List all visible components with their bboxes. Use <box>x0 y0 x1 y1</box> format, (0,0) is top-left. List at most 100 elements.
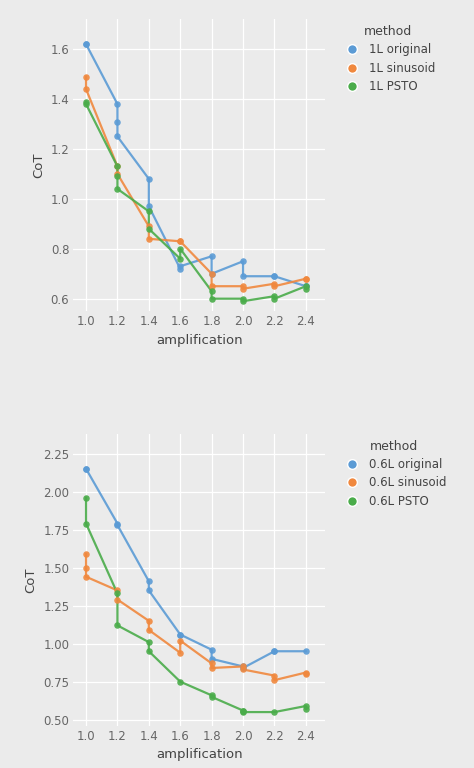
Point <box>145 173 153 185</box>
Point <box>114 98 121 110</box>
Point <box>145 223 153 235</box>
Point <box>239 664 247 676</box>
Point <box>239 660 247 673</box>
Point <box>114 518 121 530</box>
Point <box>208 662 215 674</box>
Legend: 1L original, 1L sinusoid, 1L PSTO: 1L original, 1L sinusoid, 1L PSTO <box>341 25 435 93</box>
Point <box>145 575 153 588</box>
Point <box>145 584 153 597</box>
Point <box>114 131 121 143</box>
Point <box>302 273 310 285</box>
Point <box>271 270 278 283</box>
Point <box>239 662 247 674</box>
Point <box>208 690 215 703</box>
Point <box>302 700 310 712</box>
Point <box>82 462 90 475</box>
Point <box>239 704 247 717</box>
Point <box>302 703 310 715</box>
Point <box>145 205 153 217</box>
Point <box>176 634 184 647</box>
Point <box>176 628 184 641</box>
Point <box>114 519 121 531</box>
Point <box>208 644 215 656</box>
X-axis label: amplification: amplification <box>156 749 242 762</box>
Point <box>82 492 90 504</box>
Point <box>271 290 278 303</box>
Point <box>176 647 184 659</box>
Point <box>114 584 121 597</box>
X-axis label: amplification: amplification <box>156 334 242 347</box>
Point <box>114 594 121 606</box>
Point <box>82 38 90 50</box>
Point <box>145 645 153 657</box>
Point <box>271 277 278 290</box>
Point <box>208 657 215 670</box>
Point <box>176 243 184 255</box>
Point <box>176 676 184 688</box>
Point <box>208 267 215 280</box>
Point <box>271 670 278 682</box>
Point <box>271 280 278 293</box>
Point <box>302 280 310 293</box>
Point <box>82 561 90 574</box>
Point <box>239 255 247 267</box>
Point <box>208 267 215 280</box>
Point <box>208 653 215 665</box>
Point <box>114 183 121 195</box>
Point <box>271 270 278 283</box>
Point <box>114 161 121 173</box>
Point <box>114 588 121 600</box>
Point <box>208 250 215 263</box>
Point <box>114 115 121 127</box>
Point <box>82 83 90 95</box>
Point <box>82 71 90 83</box>
Point <box>114 167 121 180</box>
Point <box>239 704 247 717</box>
Point <box>82 548 90 560</box>
Point <box>208 293 215 305</box>
Point <box>145 636 153 648</box>
Point <box>145 200 153 213</box>
Point <box>239 293 247 305</box>
Point <box>208 689 215 701</box>
Point <box>239 660 247 673</box>
Point <box>82 571 90 583</box>
Point <box>271 293 278 305</box>
Point <box>176 263 184 275</box>
Point <box>176 260 184 273</box>
Point <box>302 645 310 657</box>
Point <box>302 667 310 679</box>
Y-axis label: CoT: CoT <box>32 152 45 178</box>
Point <box>302 283 310 295</box>
Point <box>114 161 121 173</box>
Point <box>176 235 184 247</box>
Point <box>302 280 310 293</box>
Point <box>145 624 153 636</box>
Point <box>302 273 310 285</box>
Point <box>271 706 278 718</box>
Point <box>114 619 121 631</box>
Legend: 0.6L original, 0.6L sinusoid, 0.6L PSTO: 0.6L original, 0.6L sinusoid, 0.6L PSTO <box>341 440 447 508</box>
Point <box>239 295 247 307</box>
Point <box>176 235 184 247</box>
Point <box>302 280 310 293</box>
Point <box>239 706 247 718</box>
Point <box>176 628 184 641</box>
Point <box>208 285 215 297</box>
Point <box>114 170 121 183</box>
Point <box>82 95 90 108</box>
Point <box>239 280 247 293</box>
Point <box>82 98 90 110</box>
Point <box>82 518 90 530</box>
Point <box>271 674 278 687</box>
Point <box>302 668 310 680</box>
Point <box>208 280 215 293</box>
Point <box>271 645 278 657</box>
Point <box>82 462 90 475</box>
Point <box>271 645 278 657</box>
Point <box>239 283 247 295</box>
Point <box>82 38 90 50</box>
Y-axis label: CoT: CoT <box>25 567 37 593</box>
Point <box>145 233 153 245</box>
Point <box>176 253 184 265</box>
